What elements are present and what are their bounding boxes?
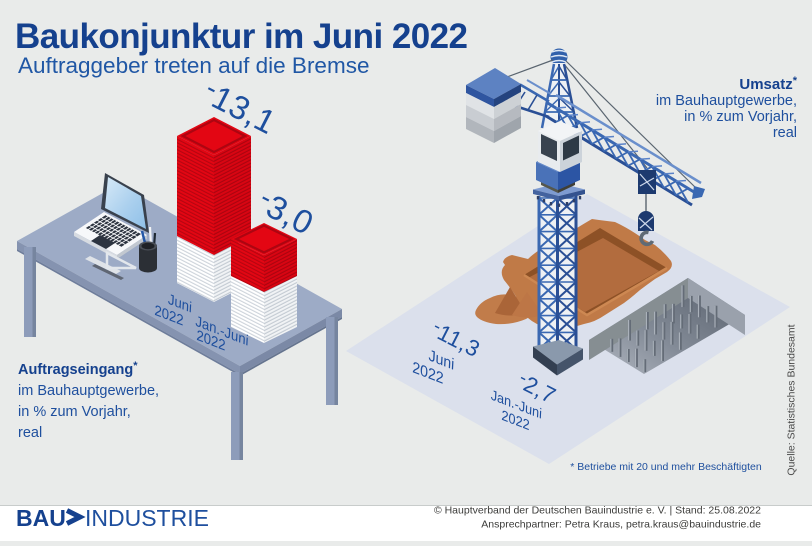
svg-text:Quelle: Statistisches Bundesam: Quelle: Statistisches Bundesamt (786, 324, 798, 475)
svg-text:INDUSTRIE: INDUSTRIE (85, 505, 209, 531)
svg-text:real: real (18, 425, 42, 441)
svg-text:in % zum Vorjahr,: in % zum Vorjahr, (684, 109, 797, 125)
svg-text:Baukonjunktur im Juni 2022: Baukonjunktur im Juni 2022 (15, 17, 468, 56)
svg-text:Umsatz*: Umsatz* (739, 75, 797, 93)
svg-text:Auftragseingang*: Auftragseingang* (18, 360, 138, 378)
svg-text:© Hauptverband der Deutschen B: © Hauptverband der Deutschen Bauindustri… (434, 505, 761, 517)
svg-text:* Betriebe mit 20 und mehr Bes: * Betriebe mit 20 und mehr Beschäftigten (570, 461, 762, 473)
svg-text:im Bauhauptgewerbe,: im Bauhauptgewerbe, (18, 383, 159, 399)
svg-text:Ansprechpartner: Petra Kraus,: Ansprechpartner: Petra Kraus, petra.krau… (481, 519, 761, 531)
svg-text:in % zum Vorjahr,: in % zum Vorjahr, (18, 404, 131, 420)
svg-text:im Bauhauptgewerbe,: im Bauhauptgewerbe, (656, 93, 797, 109)
svg-text:BAU: BAU (16, 505, 66, 531)
svg-text:real: real (773, 125, 797, 141)
svg-text:Auftraggeber treten auf die Br: Auftraggeber treten auf die Bremse (18, 53, 369, 78)
